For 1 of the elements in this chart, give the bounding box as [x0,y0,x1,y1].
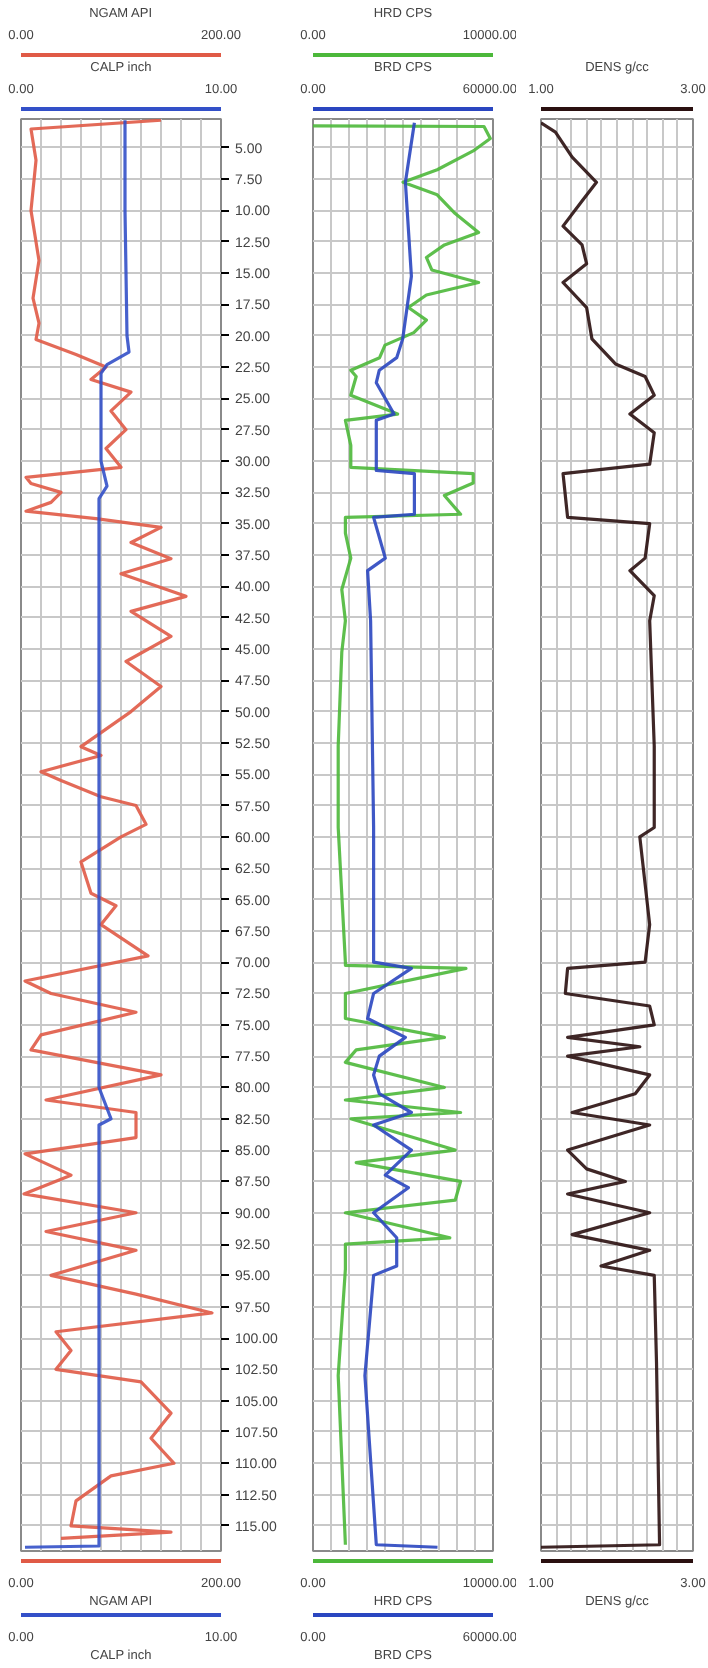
line-series [22,119,214,1541]
